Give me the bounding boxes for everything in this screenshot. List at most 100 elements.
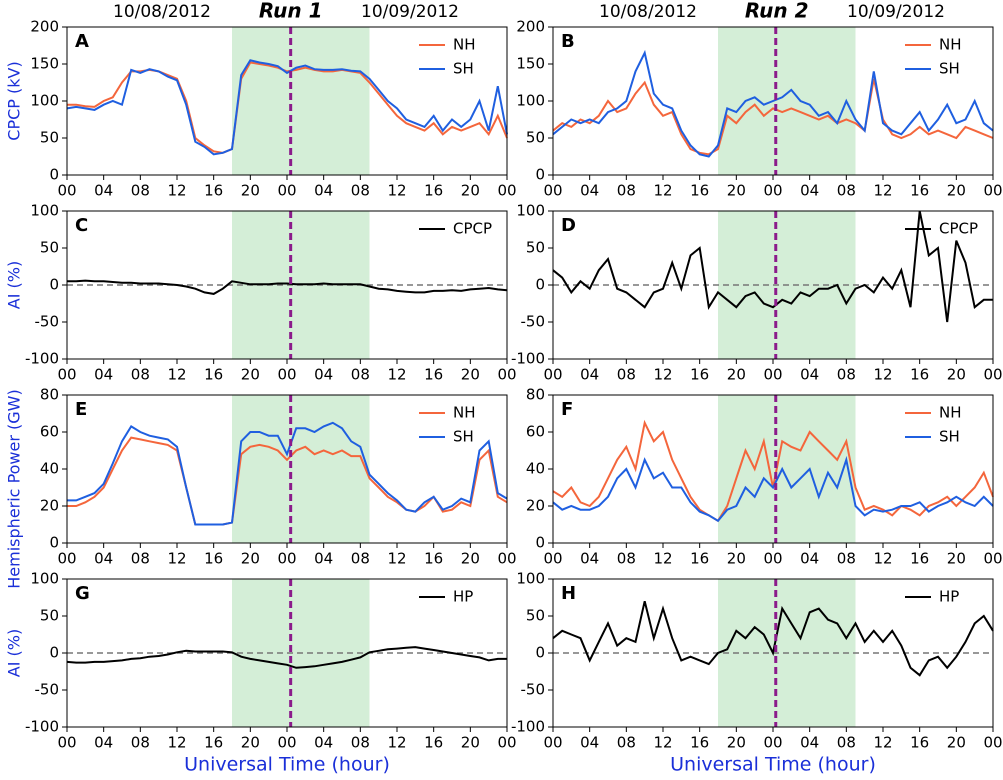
x-tick-label: 00 <box>497 182 516 200</box>
x-tick-label: 20 <box>461 182 480 200</box>
x-tick-label: 12 <box>873 366 892 384</box>
x-tick-label: 12 <box>387 550 406 568</box>
highlight-span <box>232 27 370 175</box>
x-tick-label: 20 <box>947 734 966 752</box>
x-tick-label: 08 <box>131 182 150 200</box>
y-tick-label: 150 <box>30 55 59 73</box>
y-axis-label: CPCP (kV) <box>5 61 24 140</box>
x-tick-label: 04 <box>580 734 599 752</box>
legend-label: CPCP <box>453 220 492 238</box>
x-tick-label: 12 <box>167 550 186 568</box>
y-tick-label: 60 <box>40 423 59 441</box>
x-tick-label: 08 <box>837 734 856 752</box>
x-tick-label: 04 <box>314 182 333 200</box>
y-tick-label: 60 <box>526 423 545 441</box>
legend-label: SH <box>453 60 474 78</box>
legend-label: CPCP <box>939 220 978 238</box>
x-tick-label: 00 <box>543 182 562 200</box>
y-tick-label: 100 <box>30 570 59 588</box>
x-tick-label: 04 <box>580 550 599 568</box>
run-title: Run 1 <box>259 0 323 23</box>
x-tick-label: 04 <box>94 366 113 384</box>
run-title: Run 2 <box>745 0 809 23</box>
x-tick-label: 20 <box>461 366 480 384</box>
x-axis-label: Universal Time (hour) <box>184 754 390 776</box>
x-tick-label: 16 <box>910 550 929 568</box>
y-tick-label: 0 <box>535 534 545 552</box>
series-line <box>67 279 508 295</box>
series-line <box>552 455 994 523</box>
x-tick-label: 04 <box>800 550 819 568</box>
x-tick-label: 00 <box>763 734 782 752</box>
x-tick-label: 12 <box>653 366 672 384</box>
legend-label: NH <box>453 404 476 422</box>
y-tick-label: 20 <box>40 497 59 515</box>
x-tick-label: 08 <box>351 182 370 200</box>
y-tick-label: 0 <box>49 644 59 662</box>
y-tick-label: 0 <box>49 166 59 184</box>
x-tick-label: 04 <box>800 366 819 384</box>
y-tick-label: 100 <box>30 92 59 110</box>
y-tick-label: 80 <box>526 386 545 404</box>
legend-label: NH <box>939 36 962 54</box>
x-tick-label: 12 <box>873 550 892 568</box>
x-tick-label: 08 <box>837 550 856 568</box>
y-tick-label: 50 <box>526 607 545 625</box>
y-tick-label: -100 <box>25 350 59 368</box>
x-tick-label: 04 <box>580 366 599 384</box>
y-tick-label: -100 <box>25 718 59 736</box>
y-tick-label: -50 <box>521 681 546 699</box>
x-tick-label: 20 <box>461 734 480 752</box>
y-tick-label: 100 <box>30 202 59 220</box>
x-tick-label: 04 <box>314 366 333 384</box>
x-tick-label: 16 <box>204 366 223 384</box>
series-line <box>552 49 994 158</box>
x-tick-label: 00 <box>497 366 516 384</box>
y-tick-label: 50 <box>40 607 59 625</box>
x-tick-label: 20 <box>241 734 260 752</box>
x-tick-label: 08 <box>131 550 150 568</box>
x-tick-label: 20 <box>727 182 746 200</box>
x-tick-label: 08 <box>351 366 370 384</box>
x-tick-label: 00 <box>983 550 1002 568</box>
highlight-span <box>718 27 856 175</box>
x-tick-label: 20 <box>727 366 746 384</box>
y-tick-label: 50 <box>526 239 545 257</box>
x-tick-label: 16 <box>690 550 709 568</box>
legend-label: HP <box>939 588 959 606</box>
x-tick-label: 16 <box>424 734 443 752</box>
x-tick-label: 00 <box>763 550 782 568</box>
x-tick-label: 12 <box>387 366 406 384</box>
y-tick-label: 50 <box>40 239 59 257</box>
series-line <box>552 600 994 677</box>
y-tick-label: 50 <box>526 129 545 147</box>
date-label: 10/08/2012 <box>113 2 211 22</box>
x-tick-label: 08 <box>837 182 856 200</box>
x-tick-label: 04 <box>800 182 819 200</box>
x-tick-label: 20 <box>947 182 966 200</box>
x-tick-label: 04 <box>94 550 113 568</box>
x-tick-label: 00 <box>763 182 782 200</box>
panel-letter: B <box>561 31 575 52</box>
x-tick-label: 20 <box>727 734 746 752</box>
x-tick-label: 00 <box>497 550 516 568</box>
x-tick-label: 00 <box>57 550 76 568</box>
x-tick-label: 04 <box>314 550 333 568</box>
x-tick-label: 20 <box>461 550 480 568</box>
panel-letter: H <box>561 583 576 604</box>
x-tick-label: 00 <box>983 734 1002 752</box>
x-tick-label: 16 <box>690 366 709 384</box>
y-tick-label: -100 <box>511 350 545 368</box>
x-tick-label: 08 <box>617 734 636 752</box>
x-tick-label: 12 <box>873 734 892 752</box>
x-tick-label: 20 <box>947 550 966 568</box>
x-tick-label: 08 <box>131 366 150 384</box>
x-tick-label: 08 <box>131 734 150 752</box>
x-tick-label: 08 <box>617 182 636 200</box>
x-tick-label: 00 <box>277 366 296 384</box>
x-tick-label: 12 <box>167 182 186 200</box>
x-tick-label: 00 <box>277 734 296 752</box>
series-line <box>67 61 508 154</box>
y-tick-label: 0 <box>535 276 545 294</box>
